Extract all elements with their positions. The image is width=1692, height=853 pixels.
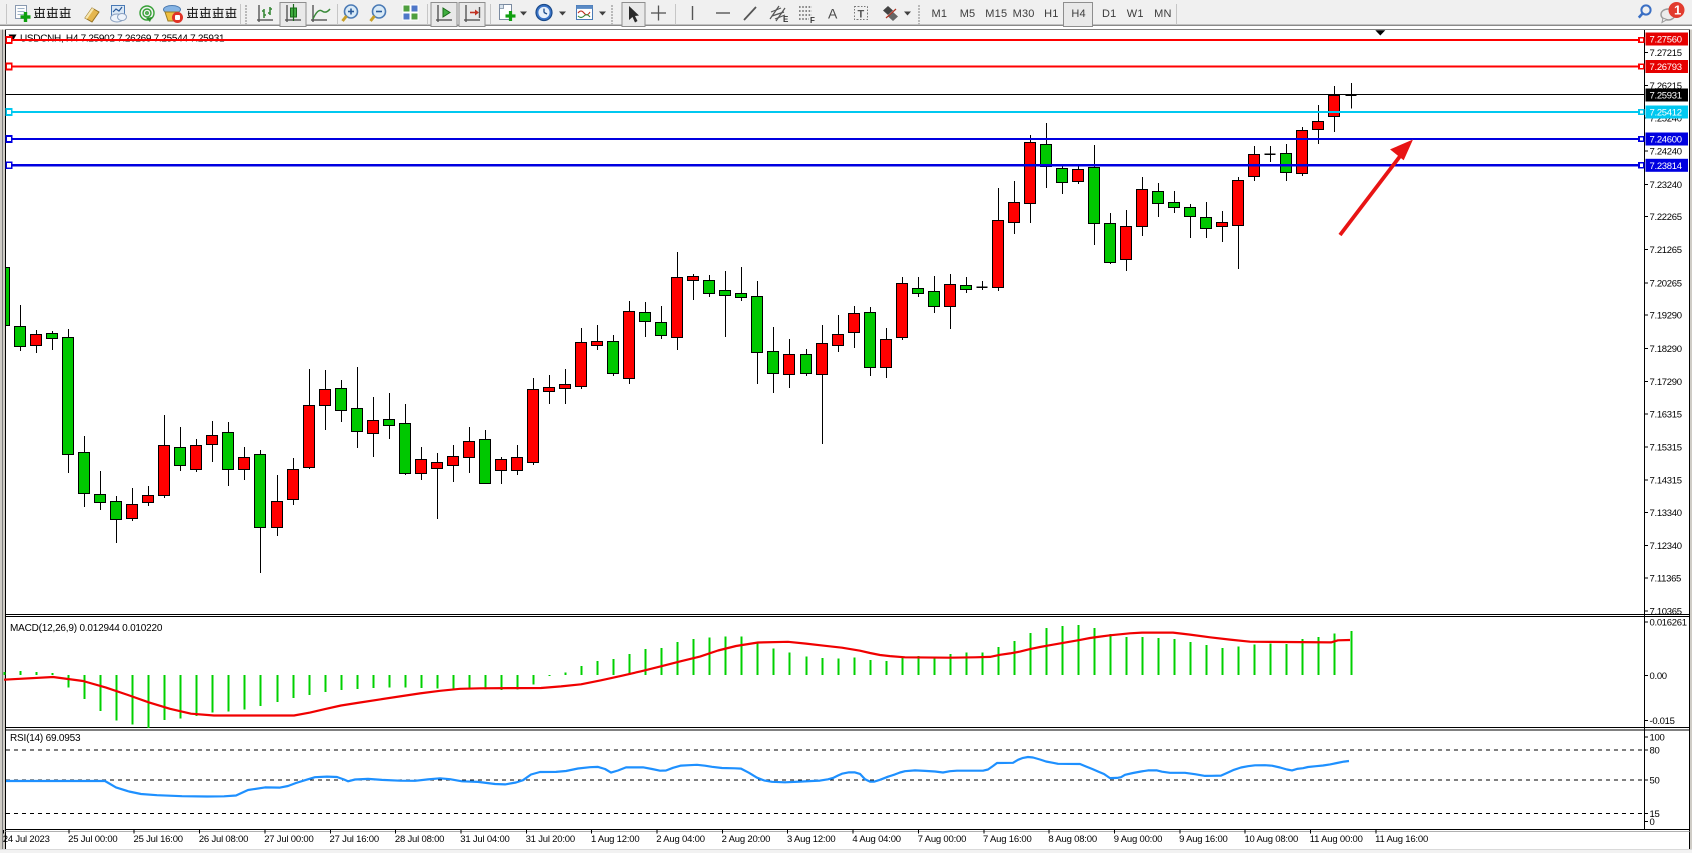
svg-text:W1: W1 bbox=[1127, 8, 1144, 20]
svg-text:7.17290: 7.17290 bbox=[1650, 377, 1682, 388]
svg-text:25 Jul 00:00: 25 Jul 00:00 bbox=[68, 834, 117, 845]
svg-text:7.23814: 7.23814 bbox=[1650, 161, 1682, 172]
svg-text:0.00: 0.00 bbox=[1650, 671, 1667, 682]
svg-text:7.25412: 7.25412 bbox=[1650, 108, 1682, 119]
svg-text:7.18290: 7.18290 bbox=[1650, 344, 1682, 355]
svg-text:M15: M15 bbox=[985, 8, 1007, 20]
svg-text:9 Aug 16:00: 9 Aug 16:00 bbox=[1179, 834, 1228, 845]
svg-text:7.26793: 7.26793 bbox=[1650, 62, 1682, 73]
svg-text:7.15315: 7.15315 bbox=[1650, 443, 1682, 454]
svg-text:7.20265: 7.20265 bbox=[1650, 278, 1682, 289]
svg-text:H1: H1 bbox=[1044, 8, 1058, 20]
svg-text:3 Aug 12:00: 3 Aug 12:00 bbox=[787, 834, 836, 845]
svg-text:7.16315: 7.16315 bbox=[1650, 409, 1682, 420]
svg-text:10 Aug 08:00: 10 Aug 08:00 bbox=[1244, 834, 1298, 845]
svg-text:1 Aug 12:00: 1 Aug 12:00 bbox=[591, 834, 640, 845]
svg-text:25 Jul 16:00: 25 Jul 16:00 bbox=[134, 834, 183, 845]
svg-text:-0.015: -0.015 bbox=[1650, 716, 1675, 727]
svg-text:4 Aug 04:00: 4 Aug 04:00 bbox=[852, 834, 901, 845]
svg-text:2 Aug 04:00: 2 Aug 04:00 bbox=[656, 834, 705, 845]
svg-text:8 Aug 08:00: 8 Aug 08:00 bbox=[1048, 834, 1097, 845]
svg-text:28 Jul 08:00: 28 Jul 08:00 bbox=[395, 834, 444, 845]
svg-text:50: 50 bbox=[1650, 776, 1660, 787]
svg-text:7.24600: 7.24600 bbox=[1650, 135, 1682, 146]
svg-text:M30: M30 bbox=[1013, 8, 1035, 20]
svg-text:RSI(14) 69.0953: RSI(14) 69.0953 bbox=[10, 733, 81, 744]
svg-text:11 Aug 16:00: 11 Aug 16:00 bbox=[1375, 834, 1428, 845]
svg-text:7 Aug 16:00: 7 Aug 16:00 bbox=[983, 834, 1032, 845]
svg-text:9 Aug 00:00: 9 Aug 00:00 bbox=[1114, 834, 1163, 845]
svg-text:7.25240: 7.25240 bbox=[1650, 114, 1682, 125]
svg-text:MN: MN bbox=[1154, 8, 1172, 20]
svg-text:27 Jul 16:00: 27 Jul 16:00 bbox=[330, 834, 379, 845]
svg-text:1: 1 bbox=[1674, 3, 1681, 18]
svg-text:E: E bbox=[783, 15, 789, 24]
svg-text:80: 80 bbox=[1650, 745, 1660, 756]
svg-text:F: F bbox=[810, 16, 815, 25]
svg-text:7.25931: 7.25931 bbox=[1650, 91, 1682, 102]
svg-text:A: A bbox=[828, 6, 838, 22]
svg-text:2 Aug 20:00: 2 Aug 20:00 bbox=[722, 834, 771, 845]
svg-text:D1: D1 bbox=[1102, 8, 1116, 20]
svg-text:7.12340: 7.12340 bbox=[1650, 541, 1682, 552]
svg-text:7.27215: 7.27215 bbox=[1650, 48, 1682, 59]
svg-text:7.26215: 7.26215 bbox=[1650, 81, 1682, 92]
svg-text:7.24240: 7.24240 bbox=[1650, 147, 1682, 158]
svg-text:M5: M5 bbox=[960, 8, 976, 20]
svg-text:7.11365: 7.11365 bbox=[1650, 573, 1682, 584]
svg-text:7.14315: 7.14315 bbox=[1650, 476, 1682, 487]
svg-text:26 Jul 08:00: 26 Jul 08:00 bbox=[199, 834, 248, 845]
svg-text:15: 15 bbox=[1650, 809, 1660, 820]
svg-text:7.10365: 7.10365 bbox=[1650, 607, 1682, 618]
svg-text:7.22265: 7.22265 bbox=[1650, 212, 1682, 223]
svg-text:31 Jul 04:00: 31 Jul 04:00 bbox=[460, 834, 509, 845]
svg-text:MACD(12,26,9) 0.012944 0.01022: MACD(12,26,9) 0.012944 0.010220 bbox=[10, 623, 163, 634]
svg-text:11 Aug 00:00: 11 Aug 00:00 bbox=[1310, 834, 1363, 845]
svg-text:7 Aug 00:00: 7 Aug 00:00 bbox=[918, 834, 967, 845]
svg-text:24 Jul 2023: 24 Jul 2023 bbox=[3, 834, 50, 845]
svg-text:31 Jul 20:00: 31 Jul 20:00 bbox=[526, 834, 575, 845]
svg-text:0.016261: 0.016261 bbox=[1650, 618, 1687, 629]
svg-text:M1: M1 bbox=[932, 8, 948, 20]
svg-text:7.19290: 7.19290 bbox=[1650, 311, 1682, 322]
svg-text:0: 0 bbox=[1650, 817, 1655, 828]
svg-text:100: 100 bbox=[1650, 733, 1665, 744]
svg-text:T: T bbox=[858, 9, 865, 21]
svg-text:7.21265: 7.21265 bbox=[1650, 245, 1682, 256]
svg-text:7.27560: 7.27560 bbox=[1650, 35, 1682, 46]
svg-text:7.13340: 7.13340 bbox=[1650, 508, 1682, 519]
svg-text:7.23240: 7.23240 bbox=[1650, 180, 1682, 191]
svg-text:H4: H4 bbox=[1071, 8, 1085, 20]
svg-text:27 Jul 00:00: 27 Jul 00:00 bbox=[264, 834, 313, 845]
